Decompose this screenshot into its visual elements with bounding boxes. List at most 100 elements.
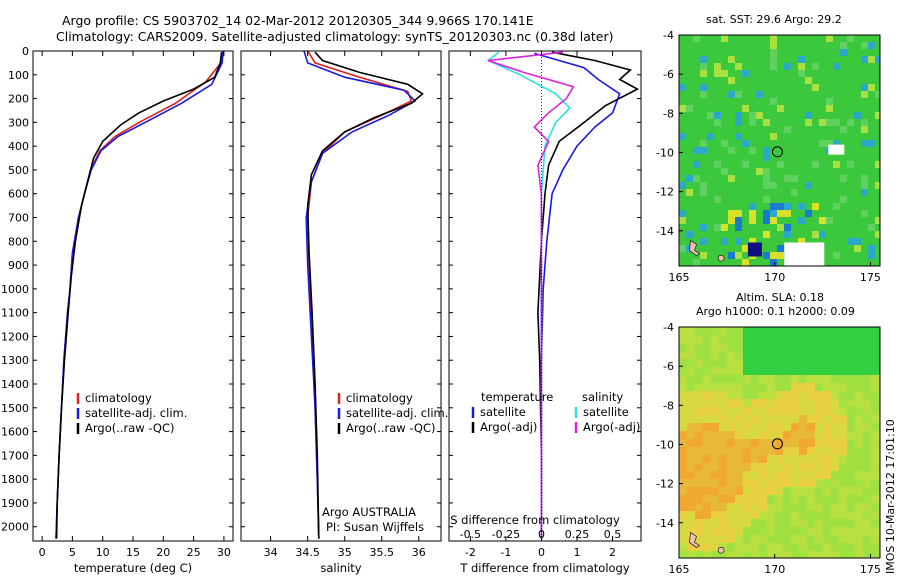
- sst_map-cell: [847, 210, 854, 217]
- sst_map-cell: [812, 56, 819, 63]
- sst_map-cell: [721, 63, 728, 70]
- sst_map-cell: [784, 140, 791, 147]
- sst_map-cell: [819, 63, 826, 70]
- sst_map-cell: [679, 63, 686, 70]
- sst_map-cell: [770, 189, 777, 196]
- sla_map-cell: [719, 327, 727, 335]
- sst_map-cell: [847, 231, 854, 238]
- sst_map-cell: [756, 147, 763, 154]
- sst_map-cell: [721, 56, 728, 63]
- sst_map-cell: [826, 84, 833, 91]
- sst_map-cell: [700, 238, 707, 245]
- sst_map-cell: [714, 42, 721, 49]
- sla_map-cell: [695, 527, 703, 535]
- difference-xtick-label: 0: [538, 546, 545, 559]
- sla_map-cell: [799, 511, 807, 519]
- sst_map-cell: [707, 259, 714, 266]
- sst_map-cell: [770, 245, 777, 252]
- sst_map-cell: [826, 91, 833, 98]
- sst_map-cell: [679, 168, 686, 175]
- sla_map-cell: [775, 431, 783, 439]
- sla_map-cell: [727, 391, 735, 399]
- sst_map-cell: [798, 119, 805, 126]
- sst_map-cell: [749, 161, 756, 168]
- sst_map-cell: [854, 189, 861, 196]
- sla_map-cell: [791, 431, 799, 439]
- sla_map-cell: [719, 439, 727, 447]
- sst_map-cell: [861, 196, 868, 203]
- sla_map-cell: [807, 391, 815, 399]
- sst_map-cell: [784, 175, 791, 182]
- sla_map-cell: [719, 447, 727, 455]
- figure-title-line2: Climatology: CARS2009. Satellite-adjuste…: [56, 29, 614, 44]
- sla_map-cell: [823, 375, 831, 383]
- sst_map-cell: [861, 147, 868, 154]
- sst_map-cell: [791, 105, 798, 112]
- sst_map-cell: [763, 63, 770, 70]
- sst_map-cell: [770, 161, 777, 168]
- sst_map-cell: [770, 196, 777, 203]
- sla_map-cell: [807, 335, 815, 343]
- sst_map-cell: [798, 56, 805, 63]
- sst_map-cell: [875, 84, 880, 91]
- sla_map-cell: [783, 407, 791, 415]
- sla_map-axes-box: [678, 326, 881, 559]
- sst_map-cell: [833, 63, 840, 70]
- sla_map-cell: [719, 535, 727, 543]
- sla_map-cell: [687, 391, 695, 399]
- sla_map-cell: [831, 431, 839, 439]
- sst_map-cell: [833, 56, 840, 63]
- sst_map-cell: [826, 224, 833, 231]
- sst_map-cell: [728, 70, 735, 77]
- sst_map-cell: [749, 224, 756, 231]
- sst_map-cell: [707, 49, 714, 56]
- sst_map-cell: [812, 70, 819, 77]
- sst_map-cell: [875, 168, 880, 175]
- sst_map-cell: [756, 70, 763, 77]
- sst_map-cell: [686, 161, 693, 168]
- sla_map-cell: [735, 495, 743, 503]
- sla_map-cell: [791, 503, 799, 511]
- sst_map-cell: [826, 231, 833, 238]
- sst_map-cell: [854, 203, 861, 210]
- sst_map-cell: [700, 105, 707, 112]
- sla_map-ytick-label: -6: [663, 360, 674, 373]
- sst_map-cell: [819, 175, 826, 182]
- sst_map-cell: [742, 161, 749, 168]
- sla_map-cell: [791, 543, 799, 551]
- sla_map-cell: [791, 383, 799, 391]
- sla_map-cell: [839, 519, 847, 527]
- sst_map-cell: [791, 77, 798, 84]
- sst_map-cell: [735, 203, 742, 210]
- sla_map-cell: [839, 367, 847, 375]
- sst_map-cell: [770, 49, 777, 56]
- sla_map-cell: [759, 535, 767, 543]
- sst_map-cell: [854, 63, 861, 70]
- sla_map-cell: [775, 423, 783, 431]
- sst_map-cell: [805, 105, 812, 112]
- sst_map-cell: [742, 168, 749, 175]
- sst_map-cell: [693, 238, 700, 245]
- sst_map-cell: [868, 77, 875, 84]
- sla_map-cell: [751, 543, 759, 551]
- sla_map-cell: [767, 503, 775, 511]
- sst_map-cell: [707, 231, 714, 238]
- sla_map-cell: [719, 423, 727, 431]
- sst_map-cell: [847, 77, 854, 84]
- sst_map-cell: [742, 224, 749, 231]
- sla_map-cell: [679, 335, 687, 343]
- sst_map-cell: [693, 217, 700, 224]
- sst_map-cell: [735, 238, 742, 245]
- sla_map-cell: [847, 535, 855, 543]
- difference-legend-temperature-heading: temperature: [481, 390, 553, 404]
- difference-xtick-label: 2: [609, 546, 616, 559]
- sla_map-cell: [719, 543, 727, 551]
- sla_map-cell: [823, 391, 831, 399]
- sla_map-cell: [767, 367, 775, 375]
- sla_map-cell: [839, 487, 847, 495]
- sla_map-cell: [743, 383, 751, 391]
- sst_map-cell: [742, 196, 749, 203]
- sla_map-cell: [687, 407, 695, 415]
- sla_map-cell: [791, 335, 799, 343]
- sla_map-cell: [839, 503, 847, 511]
